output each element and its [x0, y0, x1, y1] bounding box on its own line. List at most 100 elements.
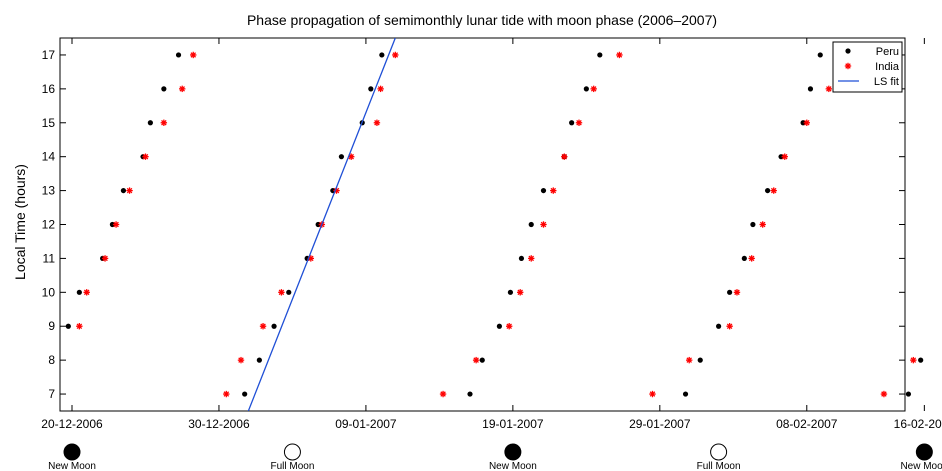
legend-entry-label: LS fit [874, 76, 899, 88]
legend-star-swatch [844, 62, 852, 70]
peru-point [778, 154, 784, 160]
x-tick-label: 08-02-2007 [776, 417, 838, 431]
india-point [880, 390, 888, 398]
peru-point [905, 391, 912, 397]
india-point [550, 187, 557, 194]
india-point [259, 323, 267, 330]
india-point [590, 85, 597, 93]
new-moon-icon [63, 443, 81, 461]
peru-point [109, 221, 116, 228]
y-tick-label: 14 [42, 150, 56, 164]
peru-point [918, 357, 924, 363]
peru-point [507, 289, 514, 295]
india-point [190, 51, 197, 59]
india-point [726, 323, 733, 330]
y-ticks: 7 8 9 10 11 12 13 14 15 16 17 [42, 48, 905, 401]
india-point [910, 356, 917, 364]
y-tick-label: 11 [43, 251, 56, 265]
india-point [392, 51, 399, 59]
india-point [112, 221, 120, 228]
peru-point [583, 86, 589, 92]
peru-point [716, 323, 722, 329]
chart-title: Phase propagation of semimonthly lunar t… [247, 12, 717, 28]
legend-box [832, 41, 903, 93]
y-tick-label: 13 [42, 184, 56, 198]
india-point [83, 289, 90, 296]
y-axis-label: Local Time (hours) [12, 164, 28, 280]
india-point [517, 289, 524, 296]
india-point [575, 119, 583, 126]
peru-point [727, 289, 733, 295]
x-tick-label: 19-01-2007 [482, 417, 544, 431]
peru-point [479, 357, 485, 363]
x-tick-label: 20-12-2006 [41, 417, 103, 431]
india-point [439, 390, 447, 398]
full-moon-icon [710, 443, 728, 461]
y-tick-label: 16 [42, 82, 56, 96]
full-moon-icon [283, 443, 301, 461]
peru-point [540, 187, 547, 194]
peru-point [496, 323, 502, 329]
peru-point [175, 52, 182, 58]
india-point [686, 356, 693, 364]
legend-dot-swatch [845, 48, 851, 54]
india-point [759, 221, 766, 228]
x-tick-label: 09-01-2007 [335, 417, 397, 431]
india-point [179, 85, 186, 93]
peru-point [807, 86, 814, 92]
india-point [160, 119, 168, 126]
peru-point [286, 289, 292, 295]
new-moon-icon [504, 443, 522, 461]
x-tick-label: 29-01-2007 [629, 417, 691, 431]
legend-entry-label: India [875, 61, 900, 73]
peru-point [741, 255, 747, 262]
peru-point [379, 52, 385, 58]
india-point [237, 356, 245, 364]
x-tick-label: 30-12-2006 [188, 417, 250, 431]
india-point [472, 356, 480, 364]
india-point [825, 85, 833, 93]
india-point [76, 323, 83, 330]
india-point [528, 255, 535, 262]
peru-point [76, 289, 82, 295]
moon-phase-annotations: New Moon Full Moon New Moon Full Moon New Mo… [48, 443, 942, 471]
peru-point [800, 120, 806, 126]
peru-point [315, 221, 321, 228]
series-layer [65, 38, 924, 411]
india-point [540, 221, 547, 228]
india-point [770, 187, 777, 194]
india-point [616, 51, 623, 59]
peru-point [817, 52, 823, 58]
y-tick-label: 15 [42, 116, 56, 130]
india-point [223, 390, 230, 398]
peru-point [597, 52, 603, 58]
x-ticks: 20-12-2006 30-12-2006 09-01-2007 19-01-2007… [41, 38, 942, 431]
new-moon-icon [915, 443, 933, 461]
moon-phase-label: New Moon [489, 461, 537, 471]
peru-point [528, 221, 534, 228]
india-point [126, 187, 133, 194]
peru-point [682, 391, 689, 397]
peru-point [467, 391, 473, 397]
india-point [561, 153, 568, 160]
peru-point [697, 357, 703, 363]
peru-point [569, 120, 575, 126]
ls-fit-line [247, 38, 396, 411]
peru-point [147, 120, 153, 126]
plot-frame [59, 37, 906, 412]
y-tick-label: 10 [42, 285, 56, 299]
peru-point [750, 221, 756, 228]
india-point [278, 289, 285, 296]
peru-point [368, 86, 374, 92]
peru-point [256, 357, 262, 363]
x-tick-label: 16-02-2007 [894, 417, 942, 431]
india-point [505, 323, 513, 330]
peru-point [242, 391, 248, 397]
india-point [649, 390, 656, 398]
peru-point [161, 86, 167, 92]
peru-point [518, 255, 525, 262]
moon-phase-label: New Moon [48, 461, 96, 471]
y-tick-label: 12 [42, 218, 56, 232]
y-tick-label: 8 [48, 353, 55, 367]
peru-point [65, 323, 71, 329]
